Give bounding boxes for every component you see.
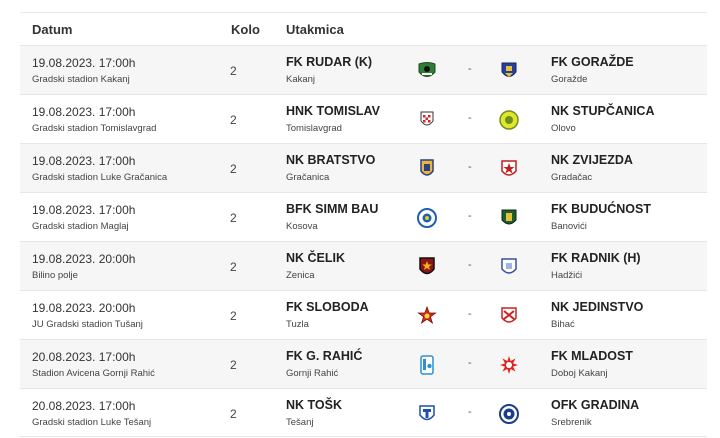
away-team-name[interactable]: NK JEDINSTVO <box>551 300 644 314</box>
simm-bau-crest-icon <box>416 207 438 229</box>
radnik-crest-icon <box>498 256 520 278</box>
match-date: 19.08.2023. 17:00h <box>32 56 136 70</box>
match-venue: Gradski stadion Maglaj <box>32 221 129 232</box>
gradina-crest-icon <box>498 403 520 425</box>
table-header: Datum Kolo Utakmica <box>20 12 707 45</box>
header-round: Kolo <box>231 22 260 37</box>
away-team-name[interactable]: FK BUDUĆNOST <box>551 202 651 216</box>
away-team-city: Bihać <box>551 319 575 330</box>
stupcanica-crest-icon <box>498 109 520 131</box>
header-match: Utakmica <box>286 22 344 37</box>
score-separator: - <box>468 406 472 418</box>
match-date: 20.08.2023. 17:00h <box>32 399 136 413</box>
score-separator: - <box>468 112 472 124</box>
away-team-name[interactable]: FK MLADOST <box>551 349 633 363</box>
away-team-city: Olovo <box>551 123 576 134</box>
match-venue: Stadion Avicena Gornji Rahić <box>32 368 155 379</box>
match-row[interactable]: 19.08.2023. 17:00h Gradski stadion Magla… <box>20 192 707 241</box>
match-row[interactable]: 19.08.2023. 17:00h Gradski stadion Kakan… <box>20 45 707 94</box>
match-round: 2 <box>230 162 237 176</box>
home-team-city: Gračanica <box>286 172 330 183</box>
match-date: 19.08.2023. 20:00h <box>32 301 136 315</box>
tosk-crest-icon <box>416 403 438 425</box>
home-team-name[interactable]: FK SLOBODA <box>286 300 369 314</box>
home-team-name[interactable]: FK RUDAR (K) <box>286 55 373 69</box>
away-team-city: Banovići <box>551 221 587 232</box>
bratstvo-crest-icon <box>416 158 438 180</box>
match-row[interactable]: 19.08.2023. 17:00h Gradski stadion Luke … <box>20 143 707 192</box>
away-team-city: Hadžići <box>551 270 583 281</box>
home-team-name[interactable]: NK ČELIK <box>286 251 346 265</box>
celik-crest-icon <box>416 256 438 278</box>
away-team-city: Gradačac <box>551 172 593 183</box>
match-round: 2 <box>230 211 237 225</box>
away-team-name[interactable]: OFK GRADINA <box>551 398 640 412</box>
home-team-city: Kosova <box>286 221 318 232</box>
away-team-city: Doboj Kakanj <box>551 368 608 379</box>
home-team-name[interactable]: BFK SIMM BAU <box>286 202 379 216</box>
home-team-city: Kakanj <box>286 74 316 85</box>
match-venue: Bilino polje <box>32 270 78 281</box>
match-round: 2 <box>230 113 237 127</box>
home-team-city: Tešanj <box>286 417 314 428</box>
match-venue: Gradski stadion Tomislavgrad <box>32 123 157 134</box>
match-row[interactable]: 20.08.2023. 17:00h Stadion Avicena Gornj… <box>20 339 707 388</box>
fixtures-table: Datum Kolo Utakmica 19.08.2023. 17:00h G… <box>20 12 707 437</box>
rudar-crest-icon <box>416 60 438 82</box>
match-round: 2 <box>230 260 237 274</box>
away-team-city: Srebrenik <box>551 417 592 428</box>
match-venue: Gradski stadion Kakanj <box>32 74 130 85</box>
match-date: 19.08.2023. 17:00h <box>32 105 136 119</box>
home-team-city: Tuzla <box>286 319 309 330</box>
home-team-name[interactable]: FK G. RAHIĆ <box>286 349 363 363</box>
home-team-city: Zenica <box>286 270 315 281</box>
match-round: 2 <box>230 358 237 372</box>
match-round: 2 <box>230 309 237 323</box>
score-separator: - <box>468 259 472 271</box>
score-separator: - <box>468 161 472 173</box>
score-separator: - <box>468 357 472 369</box>
score-separator: - <box>468 63 472 75</box>
match-venue: Gradski stadion Luke Tešanj <box>32 417 152 428</box>
home-team-city: Gornji Rahić <box>286 368 339 379</box>
away-team-name[interactable]: NK ZVIJEZDA <box>551 153 633 167</box>
home-team-name[interactable]: NK TOŠK <box>286 398 343 412</box>
match-venue: JU Gradski stadion Tušanj <box>32 319 143 330</box>
rahic-crest-icon <box>416 354 438 376</box>
home-team-name[interactable]: NK BRATSTVO <box>286 153 376 167</box>
match-date: 19.08.2023. 17:00h <box>32 154 136 168</box>
gorazde-crest-icon <box>498 60 520 82</box>
away-team-name[interactable]: FK GORAŽDE <box>551 55 634 69</box>
home-team-name[interactable]: HNK TOMISLAV <box>286 104 380 118</box>
jedinstvo-crest-icon <box>498 305 520 327</box>
sloboda-crest-icon <box>416 305 438 327</box>
match-date: 20.08.2023. 17:00h <box>32 350 136 364</box>
home-team-city: Tomislavgrad <box>286 123 342 134</box>
match-venue: Gradski stadion Luke Gračanica <box>32 172 168 183</box>
header-date: Datum <box>32 22 73 37</box>
match-row[interactable]: 20.08.2023. 17:00h Gradski stadion Luke … <box>20 388 707 437</box>
match-row[interactable]: 19.08.2023. 20:00h Bilino polje 2 NK ČEL… <box>20 241 707 290</box>
score-separator: - <box>468 308 472 320</box>
buducnost-crest-icon <box>498 207 520 229</box>
away-team-name[interactable]: FK RADNIK (H) <box>551 251 641 265</box>
away-team-city: Goražde <box>551 74 588 85</box>
match-row[interactable]: 19.08.2023. 17:00h Gradski stadion Tomis… <box>20 94 707 143</box>
tomislav-crest-icon <box>416 109 438 131</box>
mladost-crest-icon <box>498 354 520 376</box>
match-date: 19.08.2023. 17:00h <box>32 203 136 217</box>
match-row[interactable]: 19.08.2023. 20:00h JU Gradski stadion Tu… <box>20 290 707 339</box>
zvijezda-crest-icon <box>498 158 520 180</box>
match-date: 19.08.2023. 20:00h <box>32 252 136 266</box>
match-round: 2 <box>230 64 237 78</box>
score-separator: - <box>468 210 472 222</box>
away-team-name[interactable]: NK STUPČANICA <box>551 104 655 118</box>
match-round: 2 <box>230 407 237 421</box>
